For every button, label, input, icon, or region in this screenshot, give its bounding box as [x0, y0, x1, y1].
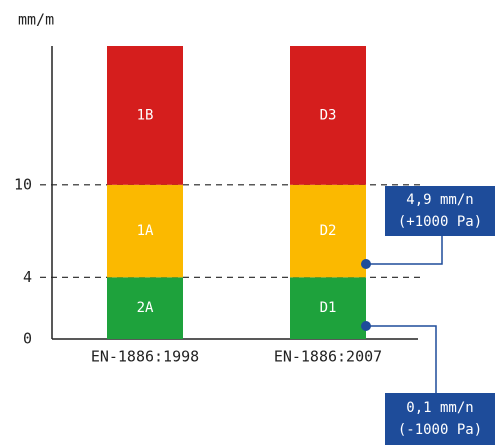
- callout-text: (+1000 Pa): [398, 214, 482, 230]
- segment-label: D2: [320, 223, 337, 239]
- y-tick-label: 0: [23, 330, 32, 348]
- y-axis-label: mm/m: [18, 11, 54, 29]
- callout-line: [366, 325, 437, 393]
- callout-text: (-1000 Pa): [398, 422, 482, 438]
- segment-label: 1B: [137, 107, 154, 123]
- callout-text: 0,1 mm/n: [406, 400, 473, 416]
- bar-segment: [290, 46, 366, 185]
- bar-segment: [290, 277, 366, 339]
- callout-dot: [361, 321, 371, 331]
- callout-2: 0,1 mm/n (-1000 Pa): [361, 321, 495, 445]
- segment-label: D3: [320, 107, 337, 123]
- callout-line: [366, 236, 443, 265]
- callout-box: [385, 393, 495, 445]
- callout-box: [385, 186, 495, 236]
- x-tick-label: EN-1886:2007: [274, 348, 382, 366]
- bar-segment: [107, 277, 183, 339]
- segment-label: 2A: [137, 300, 154, 316]
- bar-segment: [107, 46, 183, 185]
- bar-segment: [107, 184, 183, 278]
- segment-label: 1A: [137, 223, 154, 239]
- callout-1: 4,9 mm/n (+1000 Pa): [361, 186, 495, 269]
- segment-label: D1: [320, 300, 337, 316]
- callout-dot: [361, 259, 371, 269]
- y-tick-label: 4: [23, 268, 32, 286]
- callout-text: 4,9 mm/n: [406, 192, 473, 208]
- y-tick-label: 10: [14, 175, 32, 193]
- x-tick-label: EN-1886:1998: [91, 348, 199, 366]
- bar-segment: [290, 184, 366, 278]
